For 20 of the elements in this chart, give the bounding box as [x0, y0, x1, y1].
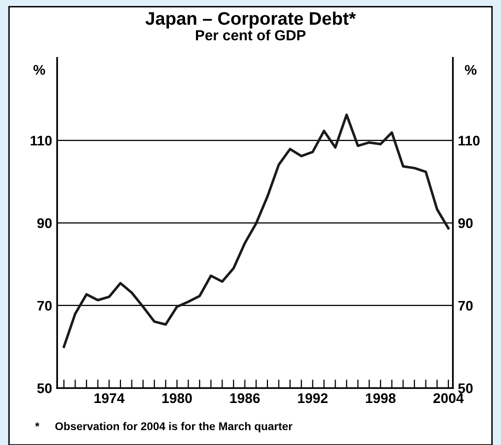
chart-subtitle: Per cent of GDP	[196, 30, 306, 40]
y-tick-label: 90	[37, 218, 52, 228]
y-tick-label: 70	[37, 300, 52, 311]
y2-tick-label: 110	[458, 136, 480, 146]
x-tick-label: 1986	[230, 393, 260, 404]
y2-tick-label: 90	[458, 218, 473, 228]
y2-tick-label: 50	[458, 383, 473, 394]
chart-title: Japan – Corporate Debt*	[145, 12, 356, 28]
x-tick-label: 1974	[94, 393, 125, 404]
y-axis-title: %	[33, 64, 46, 75]
y2-tick-label: 70	[458, 300, 473, 311]
y-tick-label: 110	[30, 136, 52, 146]
y2-axis-title: %	[464, 64, 477, 75]
x-tick-label: 2004	[433, 393, 464, 404]
y-tick-label: 50	[37, 383, 52, 394]
x-tick-label: 1980	[162, 393, 192, 404]
text: * Observation for 2004 is for the March quarter	[35, 422, 292, 432]
x-tick-label: 1992	[298, 393, 328, 404]
x-tick-label: 1998	[366, 393, 396, 404]
line-series	[62, 114, 450, 348]
